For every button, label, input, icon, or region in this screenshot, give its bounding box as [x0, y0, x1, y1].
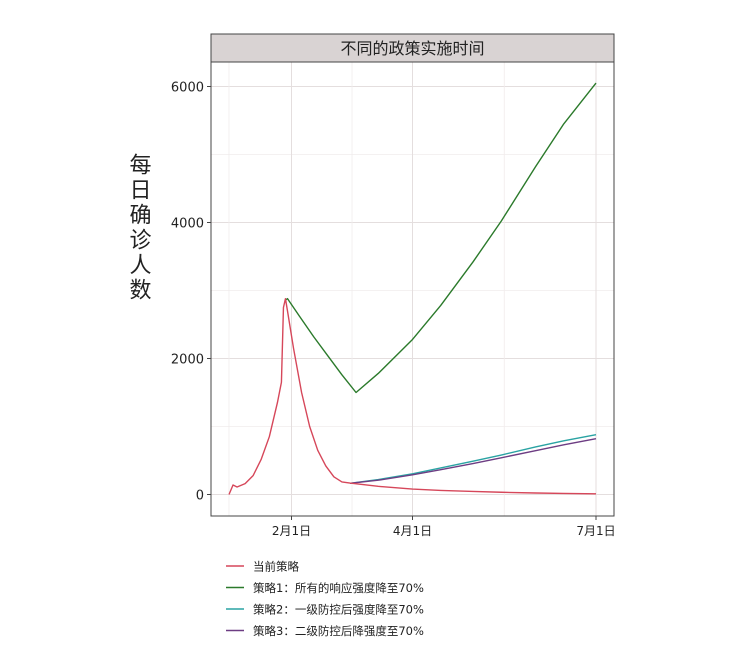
- y-tick-label: 2000: [171, 353, 204, 368]
- legend-label: 策略3：二级防控后降强度至70%: [253, 624, 424, 638]
- series-line-1: [228, 297, 597, 495]
- x-tick-label: 7月1日: [576, 524, 615, 538]
- chart-title: 不同的政策实施时间: [340, 39, 484, 58]
- y-tick-label: 0: [196, 489, 204, 504]
- y-tick-label: 4000: [171, 217, 204, 232]
- y-axis-label: 每日确诊人数: [126, 153, 152, 303]
- series-lines: [228, 82, 597, 495]
- y-axis: 0 2000 4000 6000: [171, 81, 211, 504]
- grid-lines: [211, 62, 614, 516]
- legend-label: 策略2：一级防控后强度降至70%: [253, 603, 424, 617]
- x-tick-label: 2月1日: [272, 524, 311, 538]
- y-tick-label: 6000: [171, 81, 204, 96]
- series-line-3: [349, 433, 597, 484]
- title-strip: [210, 33, 615, 63]
- legend-label: 策略1：所有的响应强度降至70%: [253, 581, 424, 595]
- legend-label: 当前策略: [253, 560, 299, 574]
- x-tick-label: 4月1日: [393, 524, 432, 538]
- series-line-2: [285, 82, 597, 394]
- x-axis: 2月1日 4月1日 7月1日: [272, 516, 616, 538]
- series-line-4: [349, 438, 597, 484]
